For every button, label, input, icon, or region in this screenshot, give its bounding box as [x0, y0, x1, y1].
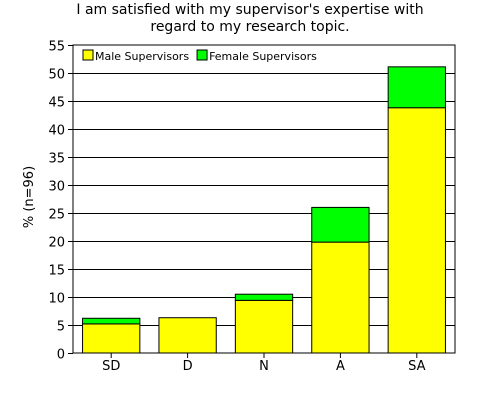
bars: [82, 66, 446, 354]
y-axis: 0 5 10 15 20 25 30 35 40 45 50 55: [48, 40, 73, 363]
bar-d-male: [158, 317, 217, 354]
y-tick-label: 50: [48, 68, 65, 83]
x-tick-label: A: [336, 359, 345, 374]
legend: Male Supervisors Female Supervisors: [82, 49, 317, 63]
chart-title-line-2: regard to my research topic.: [150, 19, 350, 35]
y-tick-label: 20: [48, 236, 65, 251]
y-tick-label: 0: [57, 348, 65, 363]
legend-label-male: Male Supervisors: [95, 50, 189, 63]
bar-n-male: [234, 299, 294, 354]
y-tick-label: 40: [48, 124, 65, 139]
bar-a-female: [311, 206, 370, 243]
y-tick-label: 5: [57, 320, 65, 335]
y-axis-label: % (n=96): [22, 166, 37, 228]
y-tick-label: 55: [48, 40, 65, 55]
legend-swatch-female: [196, 49, 208, 61]
y-tick-label: 35: [48, 152, 65, 167]
bar-sd-male: [82, 323, 141, 354]
y-tick-label: 45: [48, 96, 65, 111]
bar-sd-female: [82, 317, 141, 325]
y-tick-label: 10: [48, 292, 65, 307]
y-tick-label: 15: [48, 264, 65, 279]
x-tick-label: N: [259, 359, 269, 374]
bar-a-male: [311, 241, 370, 354]
x-tick-label: SD: [102, 359, 120, 374]
bar-sa-female: [387, 66, 446, 109]
x-axis: SD D N A SA: [102, 353, 426, 374]
x-tick-label: D: [183, 359, 193, 374]
bar-sa-male: [387, 107, 446, 354]
y-tick-label: 25: [48, 208, 65, 223]
bar-n-female: [234, 293, 294, 301]
legend-label-female: Female Supervisors: [209, 50, 317, 63]
chart-title-line-1: I am satisfied with my supervisor's expe…: [76, 2, 424, 18]
legend-swatch-male: [82, 49, 94, 61]
y-tick-label: 30: [48, 180, 65, 195]
x-tick-label: SA: [408, 359, 425, 374]
